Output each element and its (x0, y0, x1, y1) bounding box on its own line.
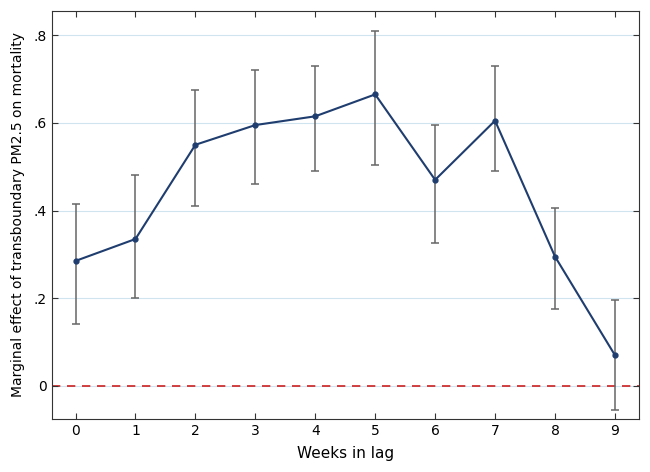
X-axis label: Weeks in lag: Weeks in lag (296, 446, 394, 461)
Y-axis label: Marginal effect of transboundary PM2.5 on mortality: Marginal effect of transboundary PM2.5 o… (11, 33, 25, 397)
